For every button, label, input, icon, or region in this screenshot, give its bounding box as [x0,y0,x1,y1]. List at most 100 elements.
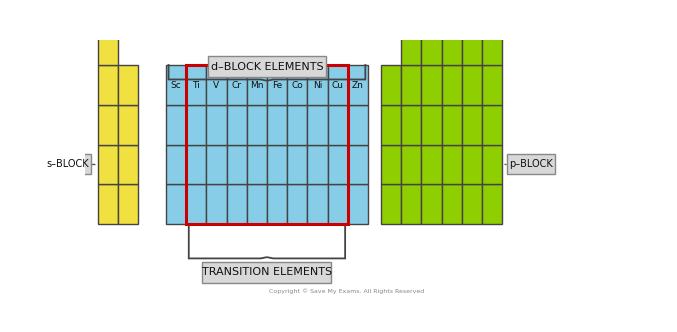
Bar [267,184,287,224]
Bar [462,184,482,224]
Bar [118,184,138,224]
Bar [97,105,118,145]
Bar [118,105,138,145]
FancyBboxPatch shape [507,154,555,174]
Bar [97,65,118,105]
Bar [166,184,186,224]
Bar [166,105,186,145]
Bar [166,65,186,105]
Bar [97,26,118,65]
Bar [462,145,482,184]
Text: p–BLOCK: p–BLOCK [509,159,553,169]
Bar [381,105,401,145]
Bar [422,105,441,145]
Bar [441,26,462,65]
Bar [328,145,348,184]
Bar [422,184,441,224]
Text: Cr: Cr [232,81,242,90]
Text: Co: Co [291,81,303,90]
Bar [307,145,328,184]
Text: TRANSITION ELEMENTS: TRANSITION ELEMENTS [202,268,332,278]
Bar [246,145,267,184]
Bar [422,145,441,184]
Text: Ni: Ni [313,81,322,90]
Bar [441,105,462,145]
Bar [381,184,401,224]
Bar [267,145,287,184]
Bar [287,65,307,105]
Bar [482,145,502,184]
Bar [267,105,287,145]
Bar [97,145,118,184]
Bar [227,105,246,145]
Bar [462,105,482,145]
Bar [401,26,422,65]
Text: Cu: Cu [332,81,344,90]
Bar [206,184,227,224]
Bar [401,145,422,184]
Bar [348,184,368,224]
Bar [267,65,287,105]
Bar [482,65,502,105]
Bar [307,65,328,105]
Bar [348,145,368,184]
Bar [462,65,482,105]
Bar [441,65,462,105]
Bar [307,105,328,145]
Bar [307,184,328,224]
Bar [287,184,307,224]
Text: d–BLOCK ELEMENTS: d–BLOCK ELEMENTS [211,62,323,72]
Text: V: V [213,81,219,90]
Bar [246,65,267,105]
Bar [186,105,206,145]
Bar [328,184,348,224]
Bar [441,184,462,224]
Bar [186,65,348,224]
Bar [118,145,138,184]
FancyBboxPatch shape [208,56,326,77]
Bar [97,0,118,18]
Bar [246,105,267,145]
Bar [287,105,307,145]
Bar [401,184,422,224]
Bar [381,65,401,105]
Text: Sc: Sc [171,81,181,90]
Bar [348,105,368,145]
Bar [441,145,462,184]
Text: Copyright © Save My Exams. All Rights Reserved: Copyright © Save My Exams. All Rights Re… [269,288,424,294]
Text: Ti: Ti [192,81,200,90]
Text: s–BLOCK: s–BLOCK [46,159,89,169]
Bar [227,184,246,224]
Bar [348,65,368,105]
Bar [328,65,348,105]
Bar [227,65,246,105]
Bar [482,105,502,145]
Text: Fe: Fe [272,81,282,90]
Bar [186,65,206,105]
Bar [206,105,227,145]
Text: Mn: Mn [250,81,263,90]
Bar [206,145,227,184]
Bar [482,0,502,18]
Bar [482,26,502,65]
Bar [97,184,118,224]
FancyBboxPatch shape [43,154,91,174]
Bar [381,145,401,184]
FancyBboxPatch shape [202,262,332,283]
Bar [328,105,348,145]
Bar [422,65,441,105]
Bar [206,65,227,105]
Bar [186,184,206,224]
Bar [118,65,138,105]
Text: Zn: Zn [352,81,364,90]
Bar [401,105,422,145]
Bar [462,26,482,65]
Bar [246,184,267,224]
Bar [422,26,441,65]
Bar [227,145,246,184]
Bar [482,184,502,224]
Bar [166,145,186,184]
Bar [186,145,206,184]
Bar [401,65,422,105]
Bar [287,145,307,184]
